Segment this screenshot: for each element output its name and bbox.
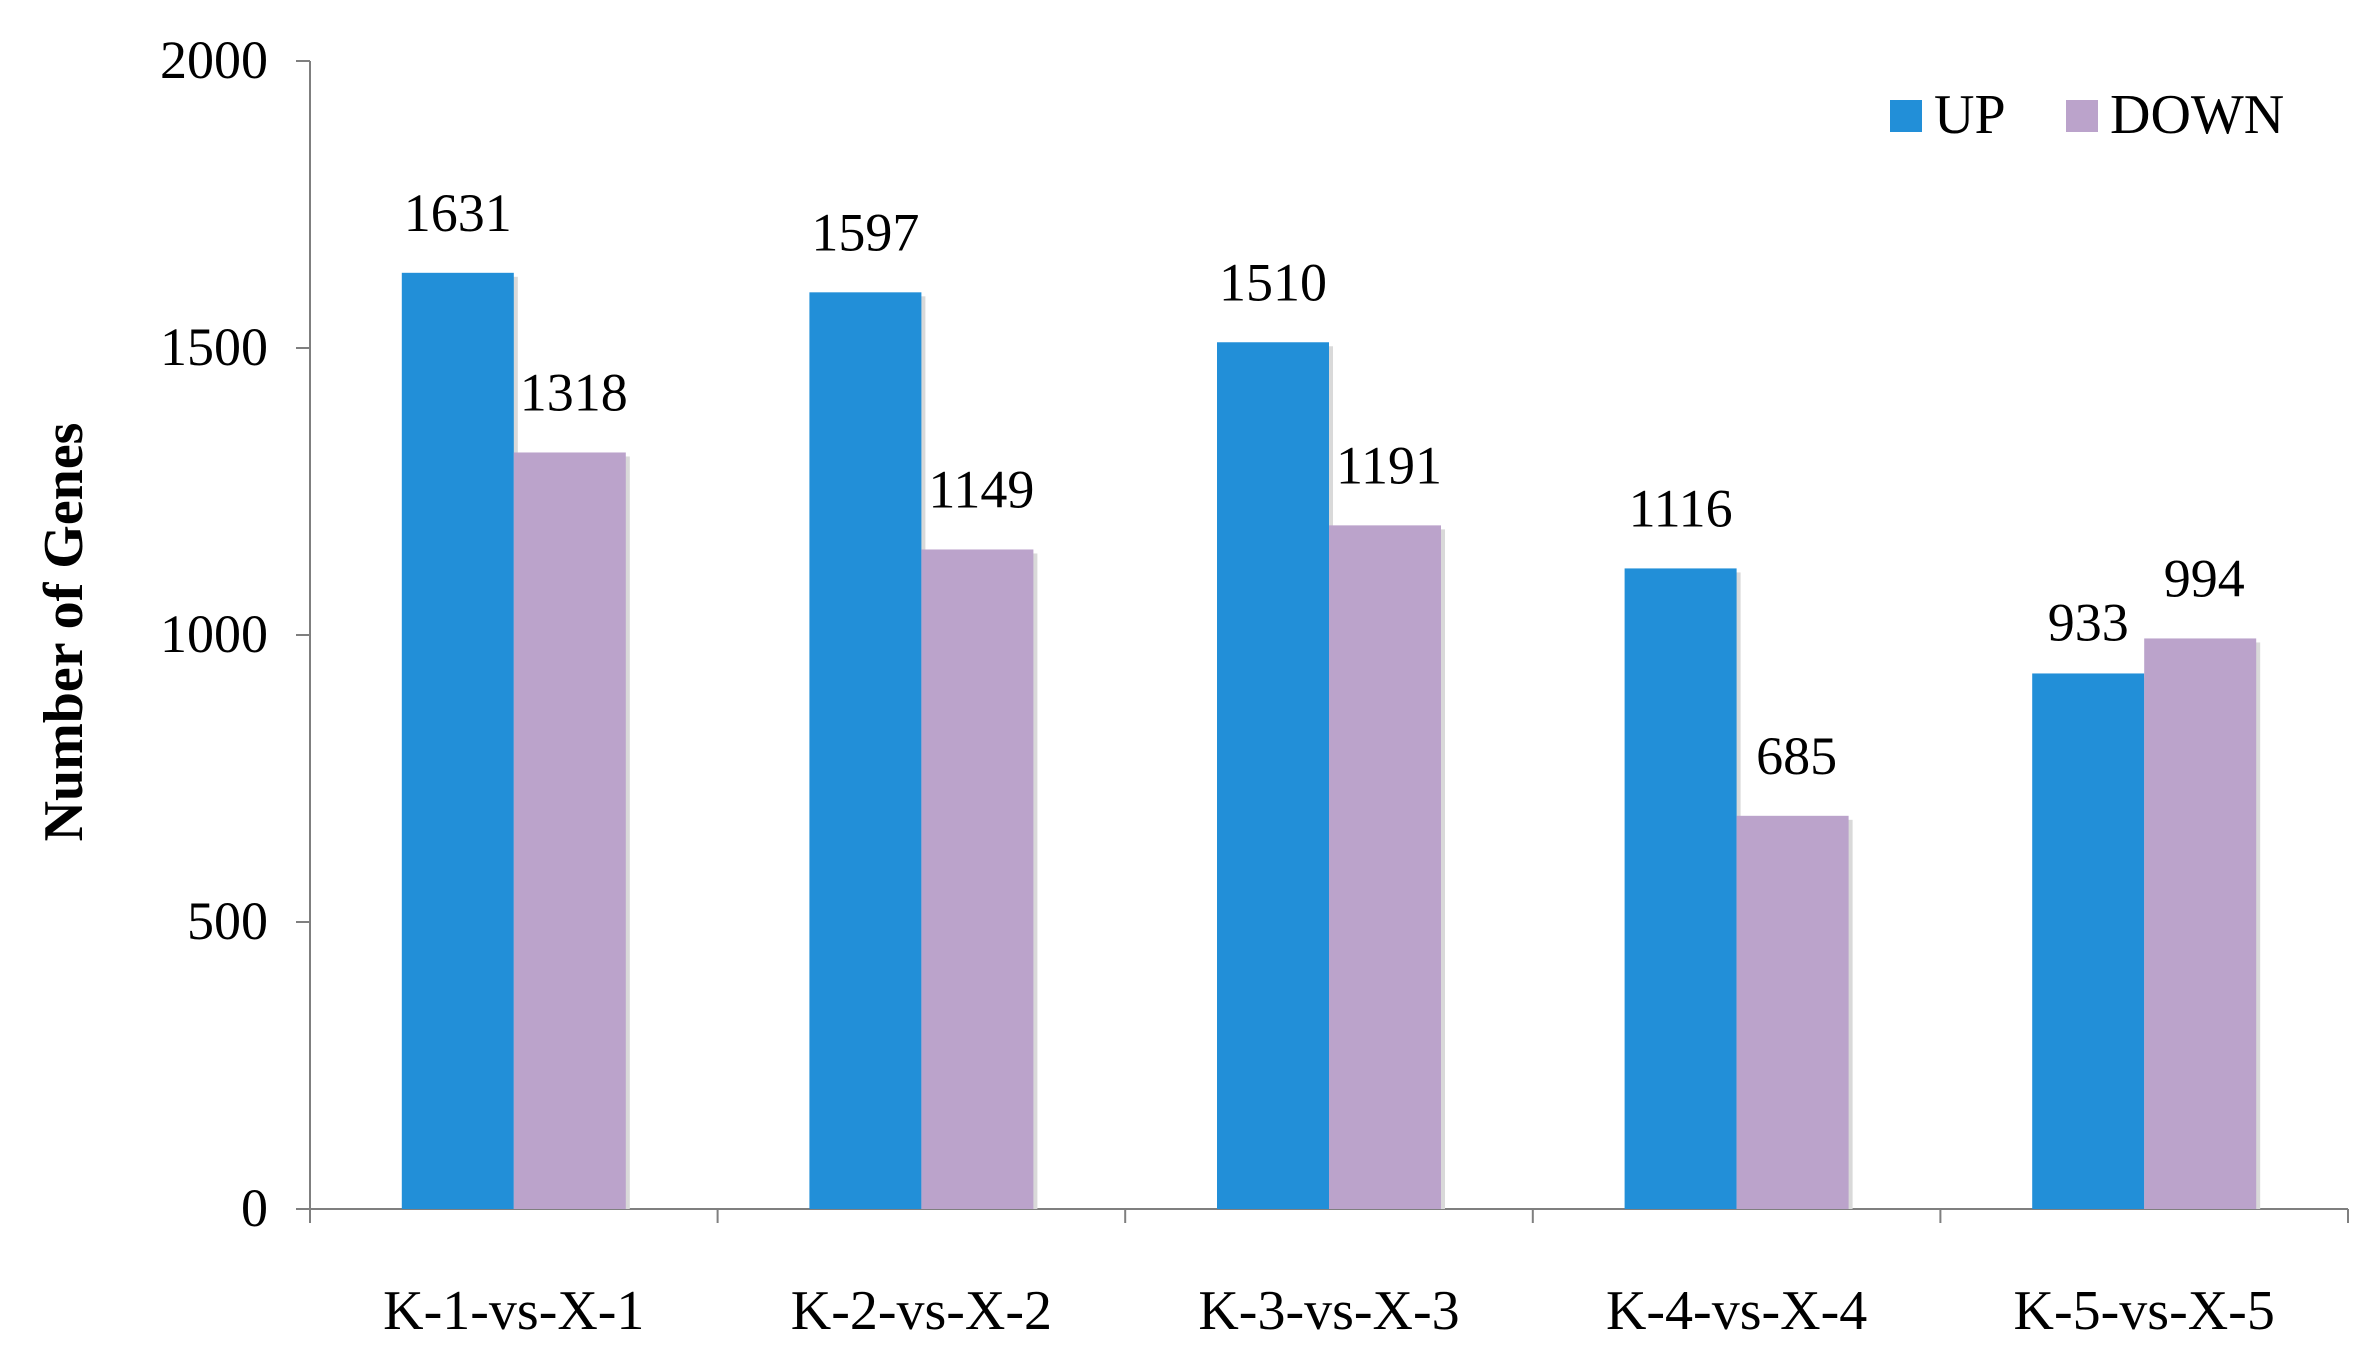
y-tick-label: 1000 xyxy=(160,604,268,664)
data-label-down: 1318 xyxy=(520,362,628,422)
bars xyxy=(401,272,2261,1209)
x-tick-label: K-3-vs-X-3 xyxy=(1198,1280,1459,1342)
x-tick-label: K-2-vs-X-2 xyxy=(791,1280,1052,1342)
y-tick-label: 2000 xyxy=(160,30,268,90)
bar-down xyxy=(2144,638,2257,1209)
data-label-up: 1116 xyxy=(1629,478,1733,538)
data-label-up: 1631 xyxy=(404,183,512,243)
data-label-down: 994 xyxy=(2164,548,2245,608)
data-label-down: 1191 xyxy=(1336,435,1442,495)
legend: UP DOWN xyxy=(1890,84,2284,146)
y-tick-label: 500 xyxy=(187,891,268,951)
bar-up xyxy=(1624,568,1737,1209)
bar-up xyxy=(2032,673,2145,1209)
data-label-down: 685 xyxy=(1756,726,1837,786)
bar-up xyxy=(401,272,514,1209)
bar-down xyxy=(1736,815,1849,1209)
y-tick-label: 1500 xyxy=(160,317,268,377)
legend-label-up: UP xyxy=(1934,84,2006,146)
legend-swatch-up xyxy=(1890,100,1922,132)
data-labels: 1631 1597 1510 1116 933 1318 1149 1191 685 994 xyxy=(404,183,2245,786)
bar-down xyxy=(513,452,626,1209)
bar-up xyxy=(809,292,922,1209)
data-label-up: 1510 xyxy=(1219,252,1327,312)
bar-down xyxy=(921,549,1034,1209)
y-tick-label: 0 xyxy=(241,1178,268,1238)
x-tick-label: K-5-vs-X-5 xyxy=(2014,1280,2275,1342)
y-axis: 0 500 1000 1500 2000 xyxy=(160,30,311,1238)
data-label-up: 933 xyxy=(2048,592,2129,652)
legend-swatch-down xyxy=(2066,100,2098,132)
bar-down xyxy=(1329,525,1441,1209)
x-tick-label: K-4-vs-X-4 xyxy=(1606,1280,1867,1342)
y-axis-title: Number of Genes xyxy=(33,423,95,842)
x-tick-label: K-1-vs-X-1 xyxy=(383,1280,644,1342)
data-label-up: 1597 xyxy=(811,202,919,262)
legend-label-down: DOWN xyxy=(2110,84,2284,146)
data-label-down: 1149 xyxy=(928,459,1034,519)
bar-up xyxy=(1217,342,1329,1209)
x-axis: K-1-vs-X-1 K-2-vs-X-2 K-3-vs-X-3 K-4-vs-X-4… xyxy=(309,1208,2349,1342)
